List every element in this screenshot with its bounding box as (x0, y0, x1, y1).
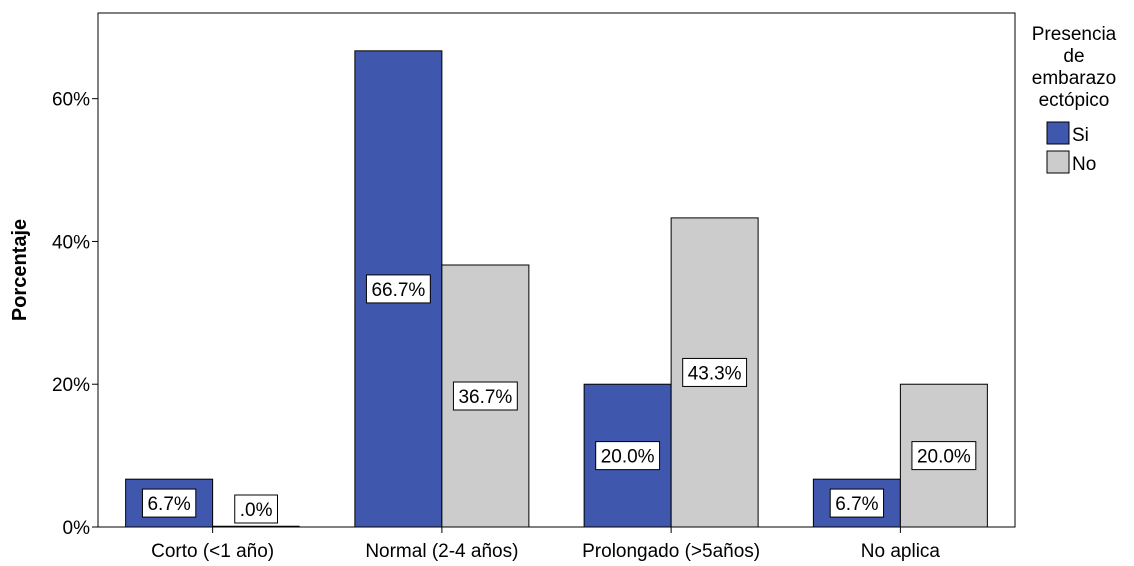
legend-label-si: Si (1072, 125, 1089, 146)
plot-frame (97, 12, 1016, 528)
data-label: 6.7% (147, 494, 190, 515)
legend-title-line: embarazo (1032, 68, 1117, 89)
y-tick-label: 20% (52, 375, 90, 396)
data-label-box (452, 381, 518, 411)
data-label-box (911, 441, 977, 471)
data-label: 36.7% (458, 387, 512, 408)
x-tick-label: Prolongado (>5años) (582, 541, 760, 562)
y-axis: 0% 20% 40% 60% (52, 90, 98, 539)
y-tick-label: 0% (63, 518, 91, 539)
x-axis: Corto (<1 año) Normal (2-4 años) Prolongad… (151, 527, 940, 562)
data-label-box (829, 488, 885, 518)
data-label-box (365, 274, 431, 304)
x-tick-label: Corto (<1 año) (151, 541, 274, 562)
data-label: 66.7% (371, 280, 425, 301)
legend: Presencia de embarazo ectópico Si No (1032, 24, 1117, 175)
bars-layer (125, 50, 988, 528)
data-label: .0% (240, 500, 273, 521)
legend-title-line: ectópico (1039, 90, 1110, 111)
data-labels-layer: 6.7% .0% 66.7% 36.7% 20.0% 43.3% 6.7% 20.0% (141, 274, 977, 524)
legend-title-line: Presencia (1032, 24, 1117, 45)
data-label: 43.3% (688, 363, 742, 384)
legend-label-no: No (1072, 154, 1096, 175)
data-label-box (682, 357, 748, 387)
y-axis-label: Porcentaje (9, 219, 31, 321)
x-tick-label: No aplica (861, 541, 941, 562)
legend-swatch-no (1046, 150, 1070, 174)
data-label: 20.0% (917, 447, 971, 468)
legend-title-line: de (1063, 46, 1084, 67)
y-tick-label: 40% (52, 232, 90, 253)
x-tick-label: Normal (2-4 años) (365, 541, 518, 562)
data-label: 6.7% (835, 494, 878, 515)
legend-swatch-si (1046, 121, 1070, 145)
data-label-box (234, 494, 278, 524)
data-label-box (141, 488, 197, 518)
y-tick-label: 60% (52, 90, 90, 111)
data-label: 20.0% (601, 447, 655, 468)
data-label-box (595, 441, 661, 471)
